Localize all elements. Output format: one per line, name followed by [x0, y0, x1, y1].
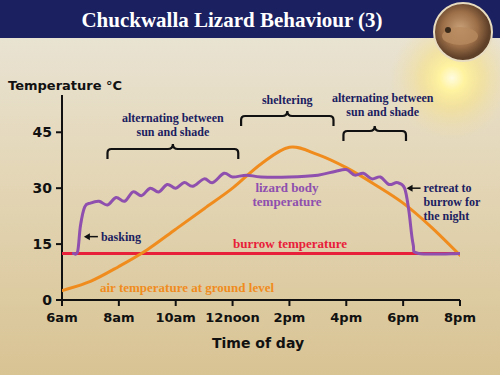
x-tick: [345, 300, 347, 306]
x-tick-label: 6am: [46, 310, 77, 325]
lizard-photo: [434, 3, 492, 61]
y-tick: [56, 187, 62, 189]
y-axis: [61, 95, 63, 300]
lizard-photo: [442, 27, 478, 45]
x-tick-label: 6pm: [387, 310, 419, 325]
x-tick: [459, 300, 461, 306]
series-label: lizard bodytemperature: [252, 180, 321, 209]
x-tick: [288, 300, 290, 306]
x-tick-label: 12noon: [205, 310, 259, 325]
x-tick-label: 8pm: [444, 310, 476, 325]
plot-area: [62, 147, 460, 291]
chart: Chuckwalla Lizard Behaviour (3) Temperatu…: [0, 0, 500, 375]
x-tick-label: 4pm: [330, 310, 362, 325]
y-tick: [56, 131, 62, 133]
x-tick: [402, 300, 404, 306]
annotation-text: basking: [101, 230, 141, 244]
text-line: burrow temperature: [233, 236, 347, 251]
annotation-text: sheltering: [262, 93, 313, 107]
annotation-arrowhead: [407, 185, 413, 192]
text-line: alternating between: [122, 111, 224, 125]
text-line: sheltering: [262, 93, 313, 107]
text-line: alternating between: [332, 91, 434, 105]
title: Chuckwalla Lizard Behaviour (3): [81, 8, 382, 32]
x-tick: [232, 300, 234, 306]
series-line: [62, 252, 460, 255]
text-line: basking: [101, 230, 141, 244]
series-label: air temperature at ground level: [100, 280, 274, 295]
x-tick-label: 10am: [156, 310, 196, 325]
annotation-bracket: [343, 126, 406, 141]
x-tick: [61, 300, 63, 306]
x-axis: [62, 299, 460, 301]
x-tick: [118, 300, 120, 306]
text-line: sun and shade: [346, 105, 419, 119]
x-tick-label: 8am: [103, 310, 134, 325]
text-line: air temperature at ground level: [100, 280, 274, 295]
annotation-text: alternating betweensun and shade: [332, 91, 434, 119]
text-line: lizard body: [255, 180, 319, 195]
text-line: the night: [424, 209, 470, 223]
annotation-bracket: [107, 144, 238, 159]
y-axis-label: Temperature °C: [8, 78, 122, 93]
y-tick-label: 45: [33, 124, 52, 140]
y-tick: [56, 243, 62, 245]
annotation-arrowhead: [84, 233, 90, 240]
annotation-text: retreat toburrow forthe night: [424, 181, 481, 223]
x-tick-label: 2pm: [273, 310, 305, 325]
text-line: sun and shade: [137, 125, 210, 139]
x-axis-label: Time of day: [212, 335, 304, 351]
series-line: [73, 169, 460, 254]
lizard-photo: [445, 27, 451, 33]
annotation-bracket: [241, 111, 333, 126]
text-line: retreat to: [424, 181, 472, 195]
series-label: burrow temperature: [233, 236, 347, 251]
text-line: burrow for: [424, 195, 481, 209]
annotation-text: alternating betweensun and shade: [122, 111, 224, 139]
y-tick-label: 0: [42, 292, 52, 308]
text-line: temperature: [252, 194, 321, 209]
series-line: [62, 147, 460, 291]
y-tick-label: 15: [33, 236, 52, 252]
x-tick: [175, 300, 177, 306]
title-banner: [0, 0, 500, 38]
y-tick-label: 30: [33, 180, 53, 196]
